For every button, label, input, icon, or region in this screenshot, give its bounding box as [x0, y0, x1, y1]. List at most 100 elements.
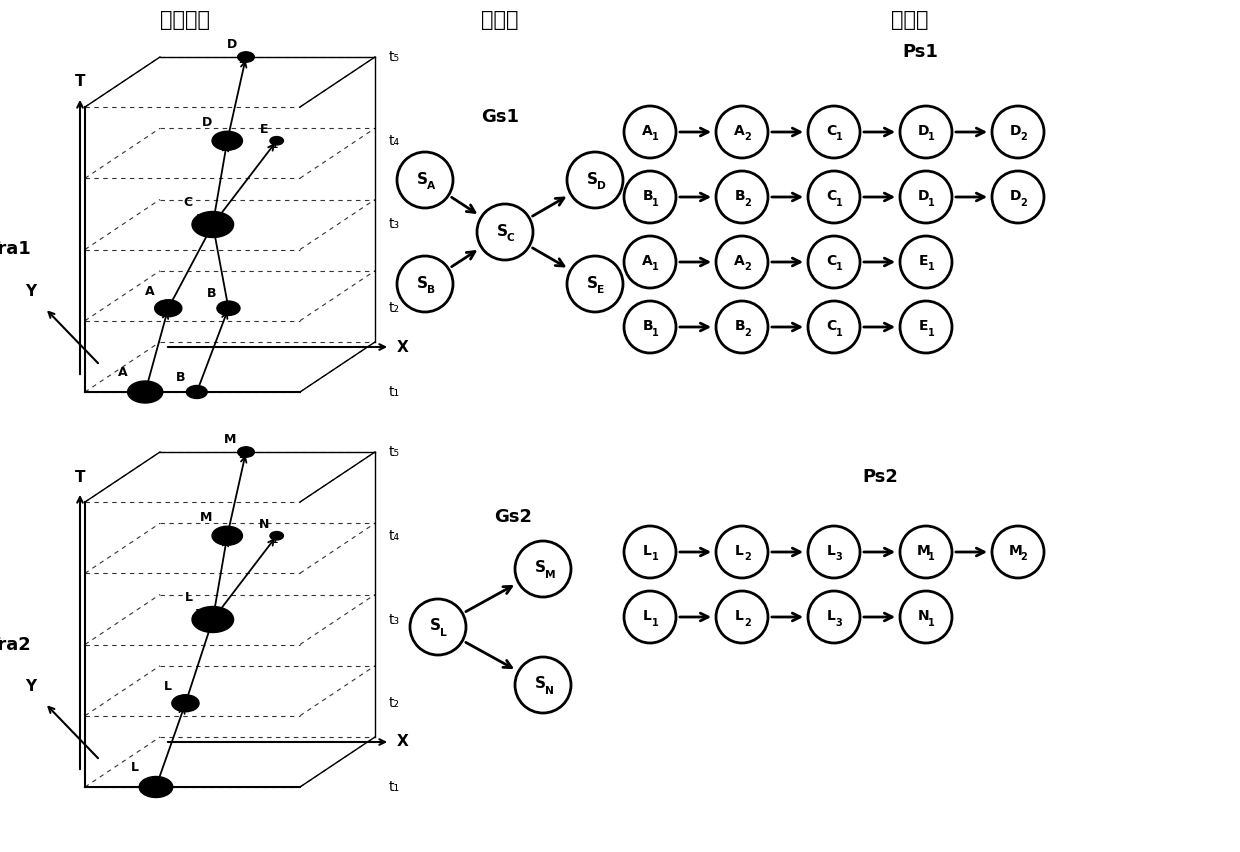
Text: t₁: t₁: [389, 780, 401, 794]
Text: D: D: [1009, 124, 1022, 138]
Ellipse shape: [270, 532, 284, 540]
Text: 1: 1: [141, 780, 148, 788]
Text: 路径集: 路径集: [892, 10, 929, 30]
Text: D: D: [596, 181, 605, 191]
Text: 1: 1: [652, 133, 658, 142]
Ellipse shape: [186, 385, 207, 399]
Circle shape: [900, 106, 952, 158]
Circle shape: [624, 236, 676, 288]
Text: E: E: [596, 285, 604, 295]
Text: t₄: t₄: [389, 529, 401, 543]
Circle shape: [900, 526, 952, 578]
Text: 2: 2: [239, 451, 246, 460]
Text: 1: 1: [270, 536, 277, 544]
Circle shape: [900, 171, 952, 223]
Text: A: A: [118, 366, 128, 379]
Text: M: M: [200, 511, 212, 524]
Text: N: N: [918, 609, 930, 623]
Text: A: A: [145, 285, 154, 298]
Text: B: B: [176, 371, 186, 384]
Text: 2: 2: [744, 618, 750, 628]
Text: 1: 1: [836, 133, 843, 142]
Ellipse shape: [128, 381, 162, 403]
Text: 2: 2: [1019, 552, 1027, 562]
Text: 1: 1: [652, 618, 658, 628]
Text: 1: 1: [928, 327, 935, 337]
Text: 1: 1: [652, 327, 658, 337]
Text: B: B: [427, 285, 435, 295]
Text: 1: 1: [187, 389, 193, 398]
Circle shape: [808, 526, 861, 578]
Text: S: S: [417, 275, 428, 291]
Text: L: L: [131, 762, 139, 774]
Text: A: A: [734, 254, 745, 268]
Text: Gs1: Gs1: [481, 108, 520, 126]
Text: A: A: [734, 124, 745, 138]
Text: D: D: [918, 189, 929, 203]
Circle shape: [900, 236, 952, 288]
Circle shape: [567, 256, 622, 312]
Circle shape: [624, 301, 676, 353]
Circle shape: [715, 526, 768, 578]
Text: 2: 2: [174, 698, 180, 707]
Text: t₂: t₂: [389, 696, 401, 711]
Text: S: S: [430, 619, 441, 634]
Circle shape: [410, 599, 466, 655]
Text: S: S: [534, 561, 546, 575]
Text: 2: 2: [156, 303, 162, 312]
Text: Tra1: Tra1: [0, 240, 32, 258]
Text: Y: Y: [26, 284, 36, 299]
Text: Ps2: Ps2: [862, 468, 898, 486]
Text: B: B: [734, 189, 745, 203]
Text: B: B: [734, 319, 745, 333]
Ellipse shape: [238, 446, 254, 458]
Text: A: A: [427, 181, 435, 191]
Text: E: E: [919, 319, 929, 333]
Text: E: E: [919, 254, 929, 268]
Text: Y: Y: [26, 679, 36, 694]
Text: t₄: t₄: [389, 134, 401, 147]
Text: M: M: [224, 433, 237, 446]
Text: N: N: [544, 686, 554, 696]
Text: t₃: t₃: [389, 217, 401, 232]
Text: D: D: [227, 37, 237, 51]
Text: X: X: [397, 734, 409, 750]
Text: 1: 1: [195, 214, 201, 223]
Circle shape: [808, 171, 861, 223]
Text: X: X: [397, 339, 409, 354]
Text: Ps1: Ps1: [901, 43, 937, 61]
Text: L: L: [827, 609, 836, 623]
Text: D: D: [918, 124, 929, 138]
Circle shape: [567, 152, 622, 208]
Text: T: T: [74, 74, 86, 89]
Circle shape: [715, 301, 768, 353]
Circle shape: [992, 106, 1044, 158]
Text: M: M: [1008, 544, 1023, 558]
Text: N: N: [258, 518, 269, 531]
Text: t₂: t₂: [389, 302, 401, 315]
Text: B: B: [207, 286, 216, 300]
Text: S: S: [587, 275, 598, 291]
Text: 1: 1: [836, 198, 843, 208]
Text: C: C: [507, 233, 515, 243]
Circle shape: [397, 152, 453, 208]
Circle shape: [624, 106, 676, 158]
Text: B: B: [642, 189, 653, 203]
Text: 3: 3: [836, 618, 843, 628]
Text: 2: 2: [744, 198, 750, 208]
Text: 1: 1: [928, 133, 935, 142]
Circle shape: [624, 591, 676, 643]
Ellipse shape: [139, 776, 172, 797]
Circle shape: [515, 541, 570, 597]
Text: D: D: [202, 117, 212, 130]
Text: 2: 2: [744, 262, 750, 273]
Circle shape: [808, 591, 861, 643]
Circle shape: [515, 657, 570, 713]
Text: 1: 1: [928, 198, 935, 208]
Text: 序列图: 序列图: [481, 10, 518, 30]
Ellipse shape: [172, 694, 200, 711]
Circle shape: [900, 591, 952, 643]
Text: 2: 2: [1019, 133, 1027, 142]
Circle shape: [992, 171, 1044, 223]
Text: 1: 1: [928, 262, 935, 273]
